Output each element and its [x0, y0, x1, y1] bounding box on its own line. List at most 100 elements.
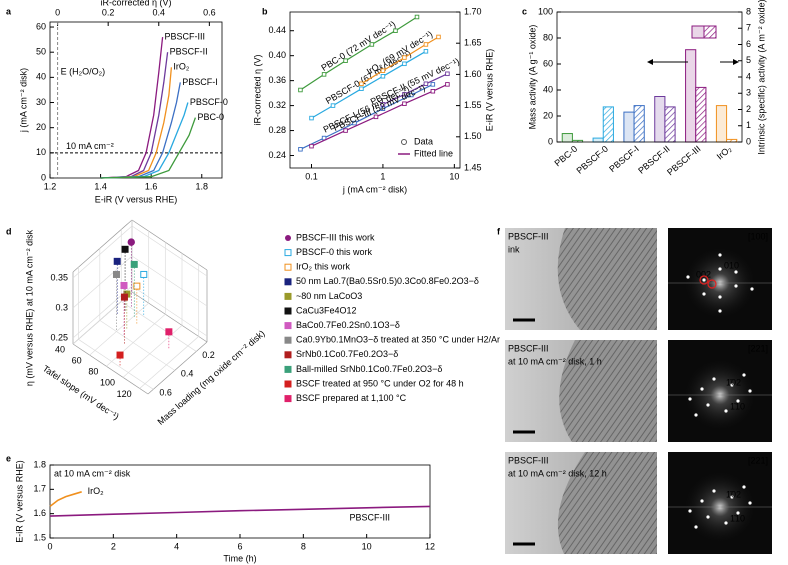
y-tick-label: 1 — [746, 120, 751, 130]
fft-spot — [718, 295, 722, 299]
fft-spot — [688, 509, 692, 513]
fitted-line — [382, 73, 448, 105]
bar — [561, 133, 573, 143]
bar — [602, 106, 614, 143]
grid-line — [121, 301, 197, 352]
data-point — [298, 87, 303, 93]
sample-label: PBSCF-III — [508, 455, 549, 465]
series-label: PBC-0 — [197, 112, 224, 122]
y-tick-label: 80 — [543, 32, 553, 42]
bar — [695, 86, 707, 143]
spot-label: 1̄02 — [726, 377, 741, 387]
zone-axis-label: [221] — [748, 343, 768, 353]
x-tick-label: 0.6 — [203, 7, 216, 17]
y-tick-label: 3 — [746, 88, 751, 98]
x-tick-label: 0.2 — [102, 7, 115, 17]
legend-marker — [284, 278, 292, 286]
data-point — [359, 86, 364, 92]
fft-spot — [748, 501, 752, 505]
data-point — [380, 106, 386, 111]
data-point — [430, 82, 436, 87]
bar — [685, 49, 697, 143]
y-tick-label: 2 — [746, 104, 751, 114]
grid-line — [72, 255, 133, 309]
bar — [592, 137, 604, 143]
series-label: PBSCF-II — [170, 47, 208, 57]
y-tick-label: 40 — [36, 72, 46, 82]
grid-line — [131, 255, 208, 307]
x-tick-label: 0 — [55, 7, 60, 17]
grid-line — [99, 320, 176, 371]
data-point — [414, 14, 420, 20]
legend-marker — [284, 351, 292, 359]
data-point — [402, 61, 407, 67]
fft-spot — [718, 253, 722, 257]
x-tick-label: 100 — [100, 378, 115, 388]
data-point — [165, 328, 173, 336]
y-tick-label: 30 — [36, 97, 46, 107]
x-tick-label: 40 — [55, 344, 65, 354]
data-point — [393, 28, 398, 33]
legend-marker — [285, 235, 291, 241]
fft-spot — [734, 284, 738, 288]
y-tick-label: 7 — [746, 23, 751, 33]
y-axis-label: η (mV versus RHE) at 10 mA cm⁻² disk — [24, 229, 34, 386]
tem-crystal — [559, 340, 657, 442]
y-tick-label: 0.24 — [268, 150, 286, 160]
y-tick-label: 40 — [543, 84, 553, 94]
data-point — [113, 257, 121, 265]
y-tick-label: 0.36 — [268, 75, 286, 85]
sample-label: PBSCF-III — [508, 231, 549, 241]
z-tick-label: 0.4 — [181, 369, 194, 379]
panel-label: d — [6, 226, 12, 236]
x-tick-label: 8 — [301, 541, 306, 551]
fft-spot — [700, 499, 704, 503]
fft-spot — [712, 489, 716, 493]
zone-axis-label: [221] — [748, 455, 768, 465]
data-point — [127, 238, 135, 246]
y-tick-label: 0.40 — [268, 50, 286, 60]
fft-spot — [706, 403, 710, 407]
x-axis-label: j (mA cm⁻² disk) — [342, 184, 407, 194]
box-edge — [72, 343, 149, 395]
series-label: PBSCF-0 — [190, 97, 228, 107]
fft-spot — [712, 377, 716, 381]
fitted-line — [311, 50, 427, 119]
series-label: PBSCF-I — [182, 77, 218, 87]
data-point — [133, 282, 141, 290]
y-tick-label: 100 — [538, 6, 553, 16]
box-edge — [147, 341, 208, 395]
plot-frame — [289, 11, 461, 169]
sample-label: PBSCF-III — [508, 343, 549, 353]
x-tick-label: 0 — [47, 541, 52, 551]
grid-line — [139, 336, 199, 389]
legend-label: Ca0.9Yb0.1MnO3−δ treated at 350 °C under… — [296, 335, 500, 345]
fft-spot — [736, 399, 740, 403]
fft-spot — [734, 270, 738, 274]
series-label: IrO₂ — [88, 486, 104, 496]
legend-label: 50 nm La0.7(Ba0.5Sr0.5)0.3Co0.8Fe0.2O3−δ — [296, 276, 479, 286]
data-point — [445, 82, 450, 87]
x-tick-label: 1.8 — [196, 181, 209, 191]
data-point — [402, 101, 407, 106]
x-tick-label: 4 — [174, 541, 179, 551]
legend-label: ~80 nm LaCoO3 — [296, 291, 362, 301]
fft-spot — [718, 309, 722, 313]
x-tick-label: 10 — [449, 171, 459, 181]
fft-spot — [730, 383, 734, 387]
data-point — [343, 128, 348, 133]
y-tick-label: 1.7 — [33, 484, 46, 494]
legend-marker — [284, 365, 292, 373]
x-tick-label: 6 — [237, 541, 242, 551]
bar — [654, 96, 666, 143]
fft-spot — [686, 275, 690, 279]
y2-axis-label: Intrinsic (specific) activity (A m⁻² oxi… — [756, 0, 766, 155]
panel-label: e — [6, 453, 11, 463]
y-tick-label: 0 — [41, 172, 46, 182]
data-point — [120, 293, 128, 301]
fft-spot — [702, 292, 706, 296]
curve — [49, 505, 431, 517]
plot-frame — [49, 21, 223, 179]
y-tick-label: 0.25 — [50, 332, 68, 342]
x-tick-label: 0.1 — [305, 171, 318, 181]
